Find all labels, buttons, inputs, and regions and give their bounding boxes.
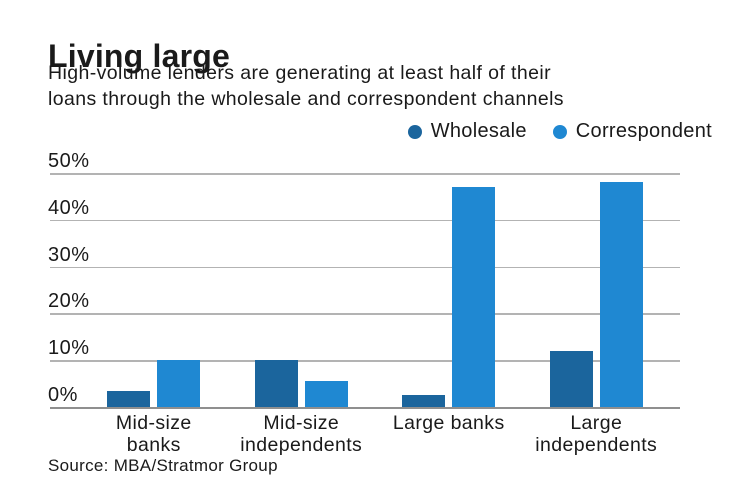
y-tick-label-0: 0% bbox=[48, 384, 78, 406]
bar-group-mid-size-banks bbox=[80, 173, 228, 407]
bar-group-large-banks bbox=[375, 173, 523, 407]
legend-item-correspondent: Correspondent bbox=[552, 120, 712, 143]
bar-correspondent-mid-size-independents bbox=[304, 381, 348, 407]
legend: Wholesale Correspondent bbox=[407, 120, 712, 143]
y-tick-label-20: 20% bbox=[48, 290, 90, 313]
source-note: Source: MBA/Stratmor Group bbox=[48, 456, 278, 475]
category-label-line: Mid-size bbox=[115, 412, 192, 434]
plot-area: 50% 40% 30% 20% 10% 0% bbox=[48, 151, 680, 409]
category-label-line: Large banks bbox=[392, 412, 505, 434]
category-labels-row: Mid-size banks Mid-size independents Large b… bbox=[80, 412, 670, 456]
gridline bbox=[50, 266, 680, 269]
legend-label-correspondent: Correspondent bbox=[575, 120, 712, 142]
bar-group-large-independents bbox=[523, 173, 671, 407]
category-label-line: banks bbox=[126, 434, 181, 456]
subtitle-line-1: High-volume lenders are generating at le… bbox=[48, 62, 551, 84]
legend-item-wholesale: Wholesale bbox=[407, 120, 527, 143]
bar-wholesale-mid-size-independents bbox=[254, 360, 298, 407]
y-tick-label-50: 50% bbox=[48, 150, 90, 172]
y-tick-label-10: 10% bbox=[48, 337, 90, 360]
bars-row bbox=[80, 173, 670, 407]
category-label-line: independents bbox=[535, 434, 658, 456]
category-label-line: Large bbox=[570, 412, 623, 434]
bar-group-mid-size-independents bbox=[228, 173, 376, 407]
gridline bbox=[50, 360, 680, 362]
bar-correspondent-large-independents bbox=[599, 182, 643, 407]
category-label-mid-size-banks: Mid-size banks bbox=[80, 412, 228, 456]
chart-subtitle: High-volume lenders are generating at le… bbox=[48, 60, 564, 112]
gridline bbox=[50, 173, 680, 175]
category-label-mid-size-independents: Mid-size independents bbox=[228, 412, 376, 456]
chart-title: Living large bbox=[48, 38, 230, 75]
bar-wholesale-large-independents bbox=[549, 350, 593, 407]
x-axis-line bbox=[50, 407, 680, 409]
category-label-line: Mid-size bbox=[263, 412, 340, 434]
bar-correspondent-large-banks bbox=[452, 187, 496, 407]
subtitle-line-2: loans through the wholesale and correspo… bbox=[48, 88, 564, 110]
bar-wholesale-mid-size-banks bbox=[107, 390, 151, 407]
bar-wholesale-large-banks bbox=[402, 395, 446, 407]
category-label-large-banks: Large banks bbox=[375, 412, 523, 456]
legend-label-wholesale: Wholesale bbox=[430, 120, 527, 142]
category-label-line: independents bbox=[240, 434, 363, 456]
bar-correspondent-mid-size-banks bbox=[157, 360, 201, 407]
correspondent-dot-icon bbox=[552, 124, 567, 139]
gridline bbox=[50, 219, 680, 222]
gridline bbox=[50, 313, 680, 315]
wholesale-dot-icon bbox=[407, 124, 422, 139]
category-label-large-independents: Large independents bbox=[523, 412, 671, 456]
y-tick-label-40: 40% bbox=[48, 196, 90, 219]
y-tick-label-30: 30% bbox=[48, 243, 90, 266]
